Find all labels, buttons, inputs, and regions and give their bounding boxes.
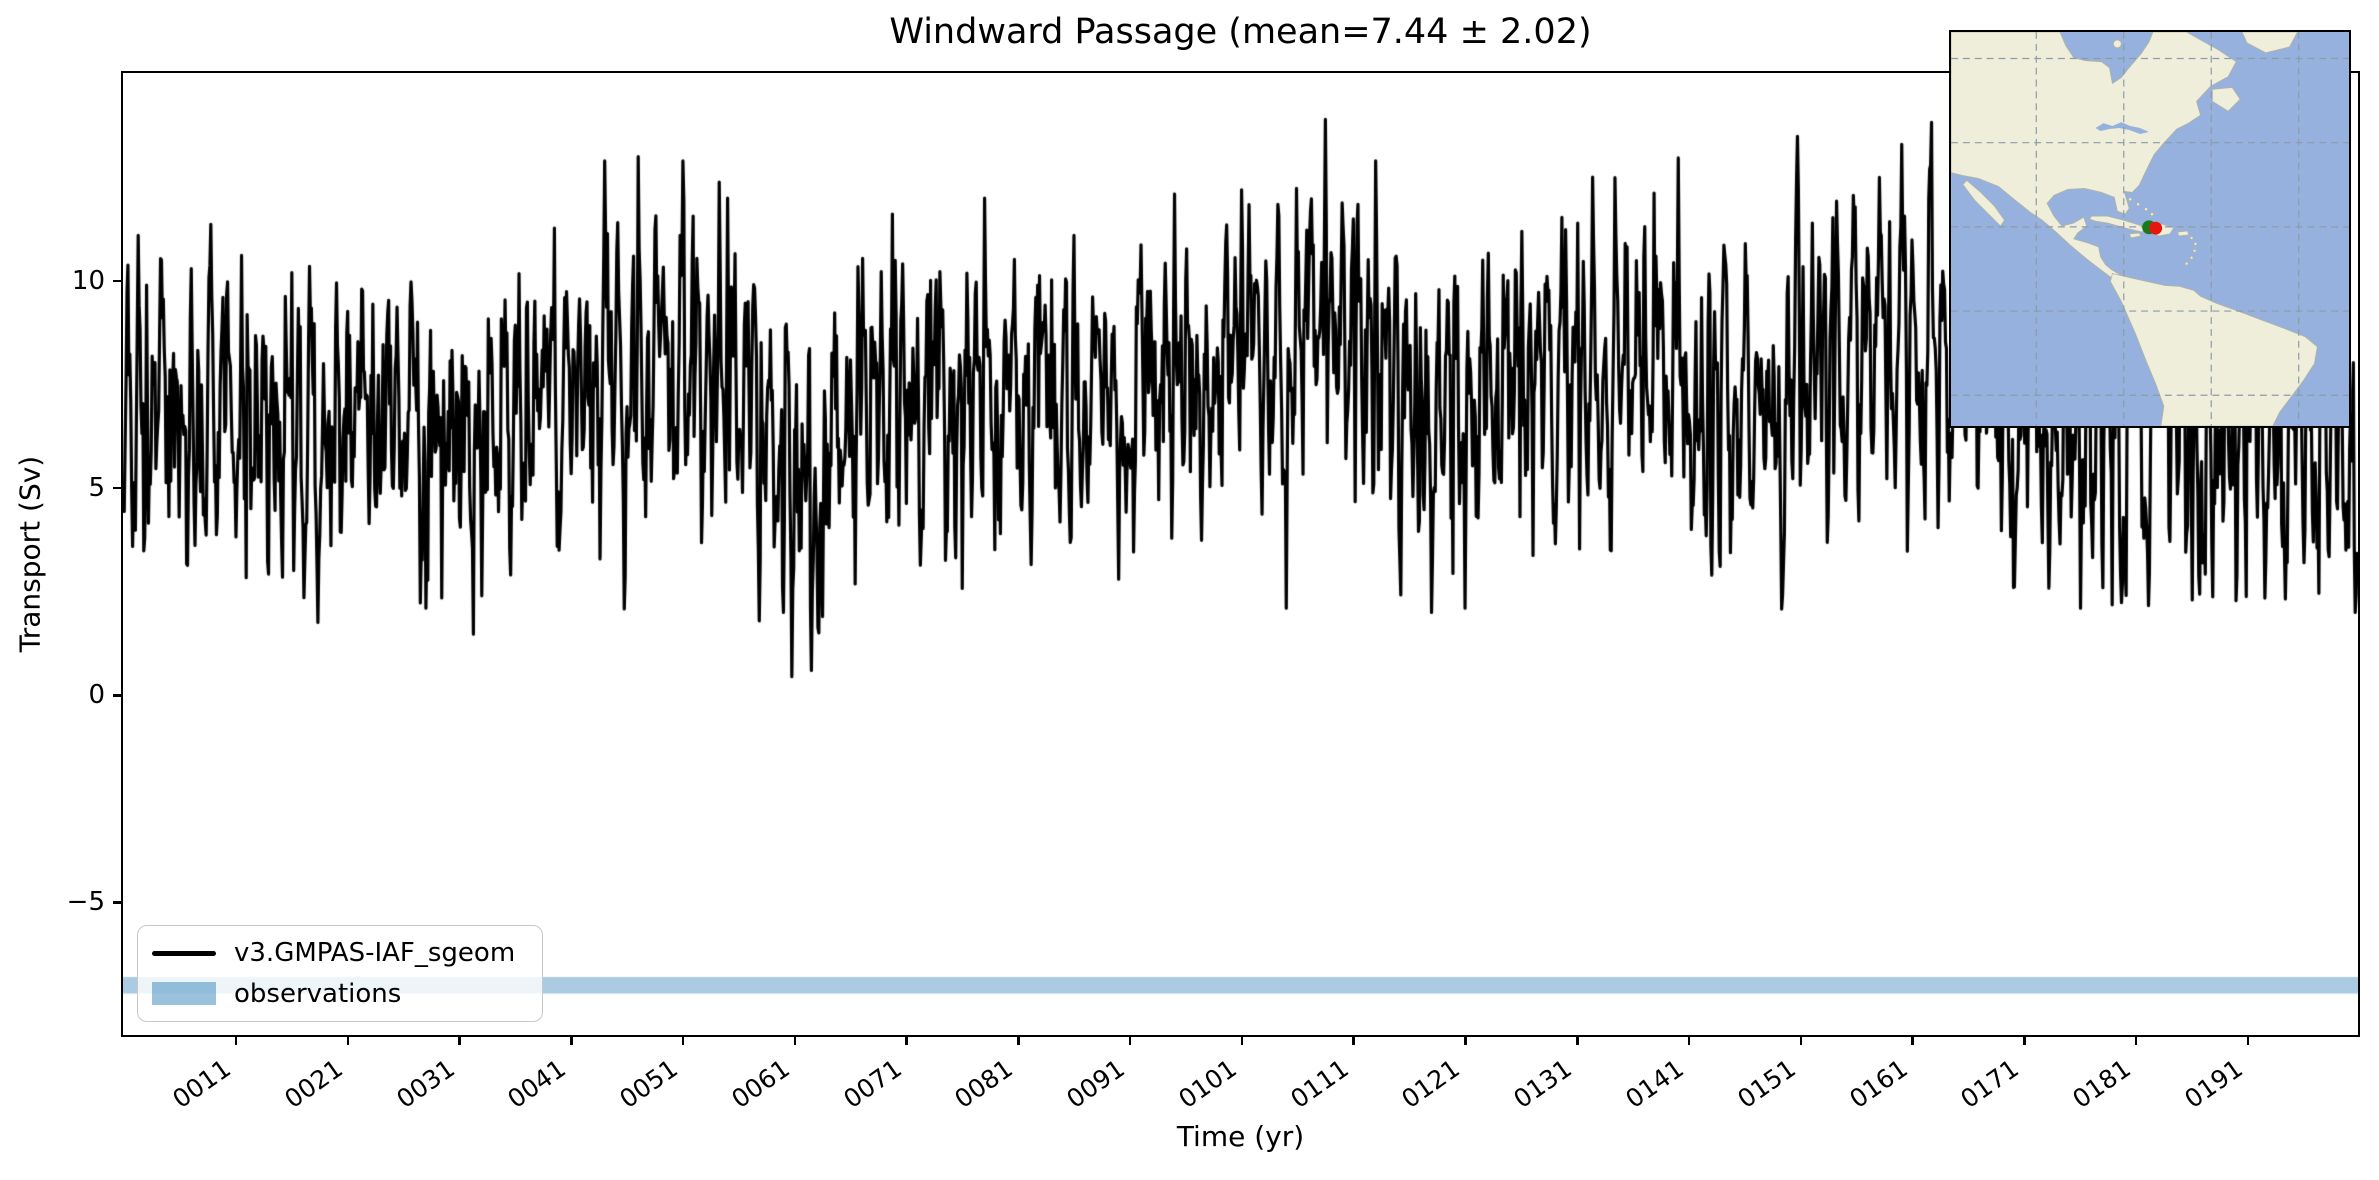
inset-location-map	[1949, 30, 2351, 428]
x-axis-label: Time (yr)	[1176, 1120, 1305, 1153]
x-tick-label: 0161	[1843, 1053, 1913, 1114]
model-legend-label: v3.GMPAS-IAF_sgeom	[234, 938, 516, 969]
x-tick-label: 0061	[726, 1053, 795, 1114]
x-tick-mark	[1687, 1036, 1691, 1045]
x-tick-label: 0191	[2179, 1053, 2248, 1114]
greenland-tip	[2241, 32, 2298, 54]
x-tick-label: 0141	[1620, 1053, 1690, 1114]
x-tick-label: 0171	[1955, 1053, 2025, 1114]
x-tick-mark	[1464, 1036, 1467, 1045]
x-tick-mark	[905, 1036, 908, 1045]
x-tick-label: 0071	[837, 1053, 907, 1114]
x-tick-label: 0181	[2067, 1053, 2137, 1114]
x-tick-label: 0051	[614, 1053, 684, 1114]
x-tick-mark	[1911, 1036, 1914, 1045]
y-tick-mark	[113, 901, 122, 904]
x-tick-mark	[681, 1036, 685, 1045]
x-tick-label: 0041	[502, 1053, 572, 1114]
baja-california	[1962, 179, 2005, 227]
x-tick-label: 0011	[167, 1053, 237, 1114]
x-tick-label: 0081	[949, 1053, 1019, 1114]
x-tick-label: 0031	[390, 1053, 460, 1114]
model-line-swatch	[152, 950, 216, 957]
chart-title: Windward Passage (mean=7.44 ± 2.02)	[889, 12, 1592, 52]
x-tick-mark	[1128, 1036, 1132, 1045]
x-tick-mark	[1352, 1036, 1355, 1045]
y-tick-label: 0	[88, 680, 105, 711]
section-markers	[2142, 220, 2163, 235]
great-lakes	[2095, 122, 2150, 134]
x-tick-label: 0091	[1061, 1053, 1131, 1114]
cuba	[2088, 215, 2147, 233]
observations-legend-label: observations	[234, 978, 402, 1009]
x-tick-mark	[234, 1036, 238, 1045]
x-tick-mark	[793, 1036, 797, 1045]
x-tick-mark	[2246, 1036, 2250, 1045]
x-tick-mark	[570, 1036, 573, 1045]
y-tick-mark	[113, 694, 122, 697]
x-tick-label: 0131	[1508, 1053, 1578, 1114]
bahamas	[2128, 197, 2154, 217]
x-tick-label: 0021	[279, 1053, 348, 1114]
y-tick-label: 5	[88, 473, 105, 504]
lesser-antilles	[2184, 236, 2198, 266]
x-tick-mark	[1799, 1036, 1803, 1045]
legend-entry-observations: observations	[152, 979, 528, 1009]
x-tick-mark	[2023, 1036, 2026, 1045]
north-america	[1951, 32, 2237, 283]
x-tick-mark	[1576, 1036, 1579, 1045]
x-tick-label: 0121	[1396, 1053, 1466, 1114]
puerto-rico	[2177, 230, 2190, 237]
x-tick-mark	[458, 1036, 461, 1045]
south-america	[2109, 273, 2318, 426]
observations-patch-swatch	[152, 982, 216, 1006]
x-tick-label: 0151	[1732, 1053, 1801, 1114]
x-tick-mark	[2134, 1036, 2138, 1045]
y-tick-mark	[113, 486, 122, 490]
jamaica	[2128, 232, 2142, 239]
x-tick-mark	[1017, 1036, 1020, 1045]
y-tick-label: 10	[71, 265, 105, 296]
x-tick-mark	[1240, 1036, 1244, 1045]
y-tick-label: −5	[66, 887, 105, 918]
y-tick-mark	[113, 279, 122, 283]
x-tick-label: 0101	[1173, 1053, 1242, 1114]
inset-map-svg	[1951, 32, 2349, 426]
x-tick-mark	[346, 1036, 350, 1045]
land-group	[1951, 32, 2318, 426]
legend-entry-model: v3.GMPAS-IAF_sgeom	[152, 938, 528, 968]
x-tick-label: 0111	[1284, 1053, 1354, 1114]
hudson-bay-island	[2112, 39, 2122, 49]
newfoundland	[2211, 87, 2241, 112]
section-point-east-marker	[2149, 221, 2163, 235]
legend: v3.GMPAS-IAF_sgeom observations	[137, 925, 543, 1022]
